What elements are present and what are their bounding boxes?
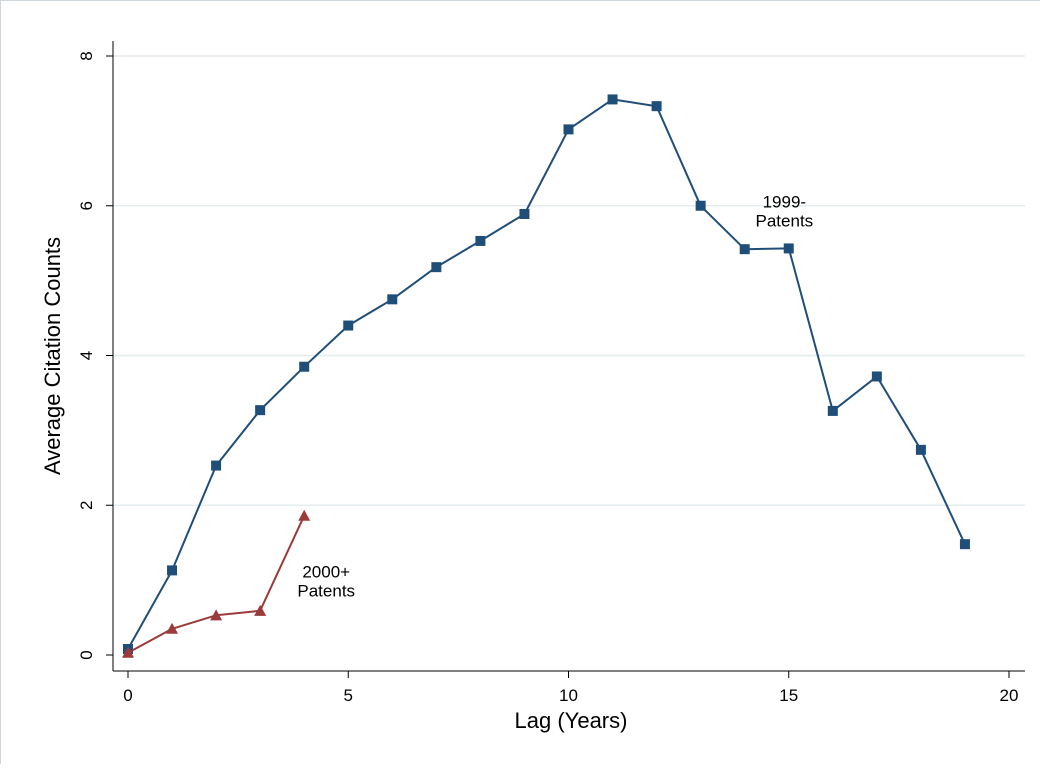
data-point xyxy=(299,361,310,372)
data-point xyxy=(827,405,838,416)
data-point xyxy=(563,124,574,135)
y-tick-label: 0 xyxy=(77,650,96,659)
data-point xyxy=(519,208,530,219)
data-point xyxy=(122,646,134,658)
data-point xyxy=(915,444,926,455)
data-point xyxy=(475,235,486,246)
y-tick-label: 2 xyxy=(77,501,96,510)
series-line-0 xyxy=(127,98,966,650)
annotation-label: 1999- xyxy=(763,192,806,211)
y-axis-title: Average Citation Counts xyxy=(40,237,65,475)
x-tick-label: 10 xyxy=(559,686,578,705)
data-point xyxy=(959,539,970,550)
y-tick-label: 4 xyxy=(77,351,96,360)
gridlines xyxy=(113,55,1025,506)
data-point xyxy=(166,622,179,634)
data-point xyxy=(211,460,222,471)
data-point xyxy=(695,200,706,211)
annotation-label: Patents xyxy=(297,581,355,600)
data-point xyxy=(167,565,178,576)
y-axis-ticks: 0 2 4 6 8 xyxy=(77,51,113,660)
y-tick-label: 8 xyxy=(77,51,96,60)
data-point xyxy=(255,405,266,416)
data-point xyxy=(343,320,354,331)
data-point xyxy=(387,294,398,305)
data-point xyxy=(783,243,794,254)
data-point xyxy=(739,244,750,255)
annotation-label: 2000+ xyxy=(302,562,350,581)
x-tick-label: 15 xyxy=(779,686,798,705)
data-point xyxy=(298,509,311,521)
data-point xyxy=(651,101,662,112)
x-axis-ticks: 0 5 10 15 20 xyxy=(123,671,1018,705)
series-line-1 xyxy=(127,515,306,654)
x-tick-label: 5 xyxy=(344,686,353,705)
y-tick-label: 6 xyxy=(77,201,96,210)
data-point xyxy=(254,604,267,616)
x-tick-label: 20 xyxy=(1000,686,1019,705)
series-layer xyxy=(122,94,970,658)
x-axis-title: Lag (Years) xyxy=(515,708,628,733)
data-point xyxy=(871,371,882,382)
series-1 xyxy=(122,509,311,658)
data-point xyxy=(210,609,223,621)
x-tick-label: 0 xyxy=(123,686,132,705)
annotation-label: Patents xyxy=(756,211,814,230)
series-0 xyxy=(123,94,970,655)
data-point xyxy=(431,262,442,273)
data-point xyxy=(607,94,618,105)
